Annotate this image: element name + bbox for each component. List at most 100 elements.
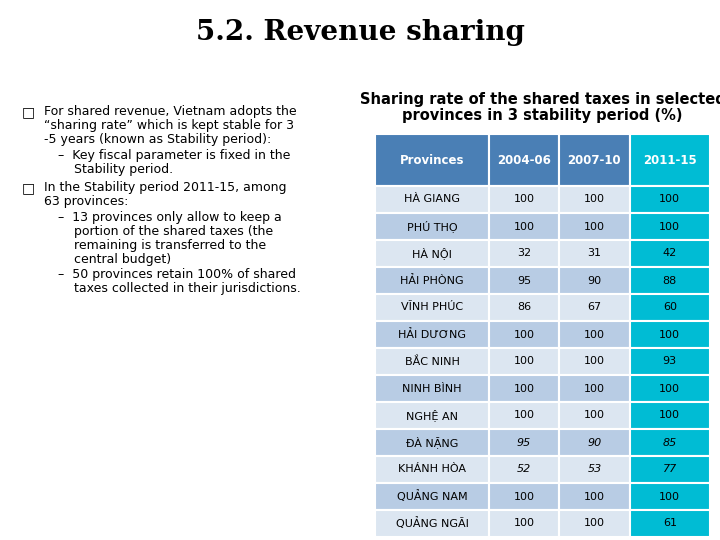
Text: Sharing rate of the shared taxes in selected: Sharing rate of the shared taxes in sele…: [359, 92, 720, 107]
Text: KHÁNH HÒA: KHÁNH HÒA: [398, 464, 466, 475]
Bar: [559, 375, 629, 402]
Bar: [375, 213, 489, 240]
Bar: [559, 321, 629, 348]
Bar: [559, 402, 629, 429]
Bar: [489, 510, 559, 537]
Text: VĨNH PHÚC: VĨNH PHÚC: [401, 302, 463, 313]
Text: 90: 90: [588, 437, 601, 448]
Text: 77: 77: [662, 464, 677, 475]
Text: NGHỆ AN: NGHỆ AN: [406, 409, 458, 421]
Text: 60: 60: [663, 302, 677, 313]
Bar: [559, 186, 629, 213]
Text: 100: 100: [513, 221, 534, 232]
Text: □: □: [22, 181, 35, 195]
Bar: [629, 510, 710, 537]
Bar: [375, 267, 489, 294]
Text: 100: 100: [660, 221, 680, 232]
Text: Stability period.: Stability period.: [58, 163, 173, 176]
Bar: [559, 267, 629, 294]
Bar: [489, 429, 559, 456]
Text: 32: 32: [517, 248, 531, 259]
Text: 85: 85: [662, 437, 677, 448]
Bar: [629, 375, 710, 402]
Text: HẢI DƯƠNG: HẢI DƯƠNG: [398, 329, 466, 340]
Bar: [629, 294, 710, 321]
Bar: [375, 321, 489, 348]
Bar: [629, 186, 710, 213]
Text: central budget): central budget): [58, 253, 171, 266]
Text: 100: 100: [584, 410, 605, 421]
Bar: [559, 456, 629, 483]
Text: -5 years (known as Stability period):: -5 years (known as Stability period):: [44, 133, 271, 146]
Bar: [629, 456, 710, 483]
Bar: [375, 429, 489, 456]
Text: 100: 100: [660, 329, 680, 340]
Text: 100: 100: [584, 383, 605, 394]
Text: 100: 100: [660, 194, 680, 205]
Text: remaining is transferred to the: remaining is transferred to the: [58, 239, 266, 252]
Bar: [629, 402, 710, 429]
Text: For shared revenue, Vietnam adopts the: For shared revenue, Vietnam adopts the: [44, 105, 297, 118]
Bar: [489, 375, 559, 402]
Text: 42: 42: [662, 248, 677, 259]
Bar: [559, 483, 629, 510]
Bar: [489, 186, 559, 213]
Text: 100: 100: [513, 194, 534, 205]
Bar: [629, 348, 710, 375]
Bar: [375, 375, 489, 402]
Bar: [629, 429, 710, 456]
Bar: [489, 267, 559, 294]
Text: 2011-15: 2011-15: [643, 153, 697, 166]
Bar: [559, 348, 629, 375]
Bar: [629, 240, 710, 267]
Text: In the Stability period 2011-15, among: In the Stability period 2011-15, among: [44, 181, 287, 194]
Text: PHÚ THỌ: PHÚ THỌ: [407, 220, 457, 232]
Text: 100: 100: [584, 194, 605, 205]
Text: 100: 100: [584, 221, 605, 232]
Text: –  50 provinces retain 100% of shared: – 50 provinces retain 100% of shared: [58, 268, 296, 281]
Bar: [559, 240, 629, 267]
Text: 100: 100: [513, 383, 534, 394]
Text: “sharing rate” which is kept stable for 3: “sharing rate” which is kept stable for …: [44, 119, 294, 132]
Text: 5.2. Revenue sharing: 5.2. Revenue sharing: [196, 18, 524, 45]
Bar: [375, 294, 489, 321]
Text: 61: 61: [663, 518, 677, 529]
Bar: [375, 510, 489, 537]
Bar: [375, 483, 489, 510]
Text: 100: 100: [513, 329, 534, 340]
Bar: [489, 348, 559, 375]
Text: 100: 100: [660, 410, 680, 421]
Text: 63 provinces:: 63 provinces:: [44, 195, 128, 208]
Text: 100: 100: [513, 518, 534, 529]
Text: 100: 100: [584, 356, 605, 367]
Text: provinces in 3 stability period (%): provinces in 3 stability period (%): [402, 108, 683, 123]
Text: 100: 100: [584, 518, 605, 529]
Bar: [559, 213, 629, 240]
Text: 90: 90: [588, 275, 601, 286]
Text: BẮC NINH: BẮC NINH: [405, 356, 459, 367]
Text: 31: 31: [588, 248, 601, 259]
Text: 2004-06: 2004-06: [497, 153, 551, 166]
Bar: [489, 240, 559, 267]
Bar: [489, 483, 559, 510]
Text: HẢI PHÒNG: HẢI PHÒNG: [400, 275, 464, 286]
Text: –  13 provinces only allow to keep a: – 13 provinces only allow to keep a: [58, 211, 282, 224]
Text: 2007-10: 2007-10: [567, 153, 621, 166]
Bar: [375, 186, 489, 213]
Text: 53: 53: [588, 464, 601, 475]
Text: 52: 52: [517, 464, 531, 475]
Bar: [375, 240, 489, 267]
Text: 95: 95: [517, 275, 531, 286]
Text: 86: 86: [517, 302, 531, 313]
Text: 100: 100: [513, 491, 534, 502]
Bar: [629, 321, 710, 348]
Bar: [489, 294, 559, 321]
Bar: [375, 456, 489, 483]
Text: NINH BÌNH: NINH BÌNH: [402, 383, 462, 394]
Text: □: □: [22, 105, 35, 119]
Bar: [489, 402, 559, 429]
Bar: [629, 483, 710, 510]
Text: 100: 100: [513, 356, 534, 367]
Bar: [489, 134, 559, 186]
Text: 95: 95: [517, 437, 531, 448]
